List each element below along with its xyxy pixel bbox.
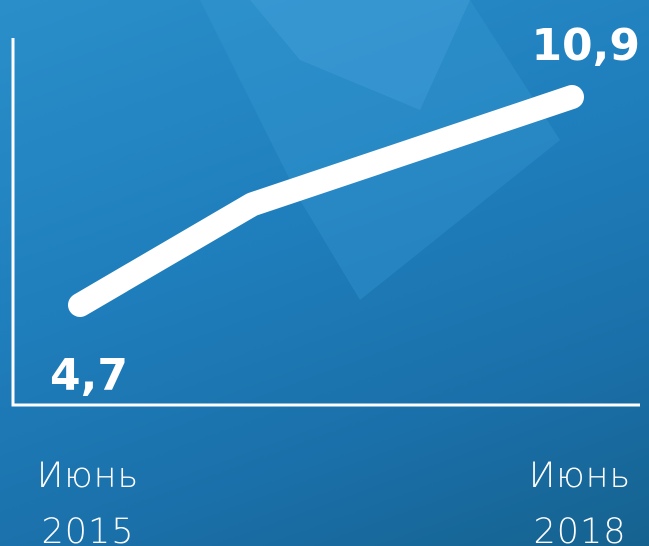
value-label: 10,9 xyxy=(531,20,640,71)
x-tick-label: Июнь 2015 xyxy=(36,456,140,546)
axis xyxy=(11,38,640,407)
x-tick-label: Июнь 2018 xyxy=(528,456,632,546)
line xyxy=(68,85,584,317)
bg-shape xyxy=(250,0,470,110)
value-label: 4,7 xyxy=(50,350,128,401)
